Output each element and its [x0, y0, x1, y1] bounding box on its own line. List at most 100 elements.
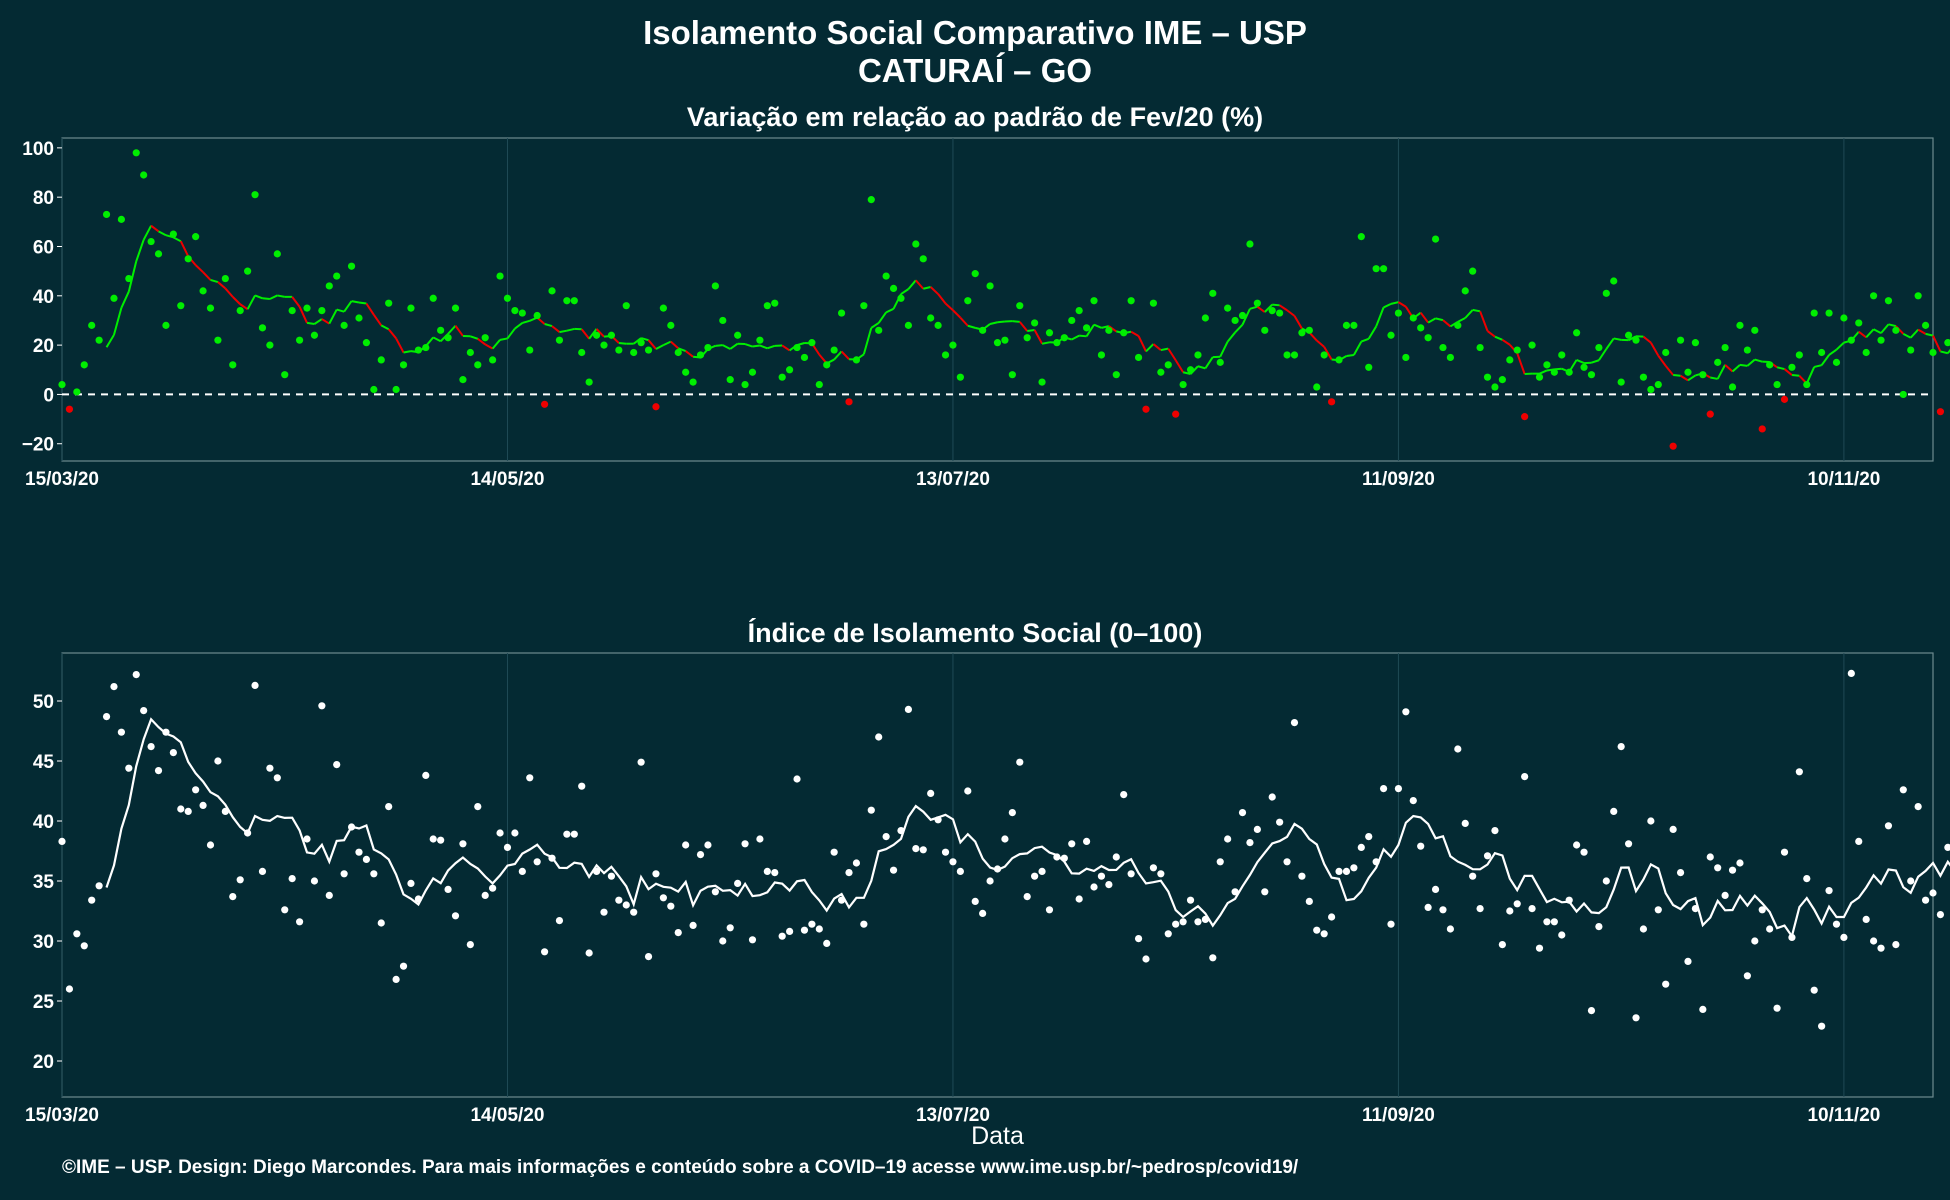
top-data-point [102, 210, 111, 219]
bottom-data-point [1647, 817, 1655, 825]
top-data-point [971, 270, 979, 278]
top-data-point [1780, 395, 1789, 403]
bottom-data-point [1164, 930, 1172, 938]
top-data-point [347, 262, 356, 270]
bottom-data-point [1454, 745, 1462, 753]
bottom-data-point [1877, 944, 1885, 952]
moving-average-segment [937, 293, 947, 305]
bottom-data-point [1944, 843, 1950, 851]
bottom-data-point [1298, 872, 1306, 880]
bottom-data-point [1439, 906, 1447, 914]
moving-average-segment [1264, 303, 1273, 313]
bottom-data-point [719, 937, 727, 945]
top-data-point [1535, 373, 1544, 381]
top-data-point [58, 380, 66, 389]
moving-average-segment [470, 335, 479, 340]
moving-average-segment [885, 307, 894, 314]
bottom-data-point [362, 855, 371, 864]
top-data-point [340, 321, 348, 329]
bottom-data-point [555, 917, 564, 925]
top-data-point [303, 304, 311, 312]
bottom-data-point [117, 728, 125, 736]
top-data-point [852, 356, 861, 364]
top-data-point [1469, 267, 1477, 275]
top-data-point [244, 267, 252, 275]
top-data-point [637, 339, 645, 347]
bottom-data-point [1357, 843, 1365, 852]
bottom-data-point [1350, 864, 1358, 872]
bottom-data-point [1253, 825, 1261, 834]
top-data-point [1186, 366, 1195, 374]
moving-average-segment [1442, 319, 1452, 328]
moving-average-segment [1419, 312, 1429, 324]
top-data-point [407, 304, 415, 312]
bottom-data-point [466, 941, 474, 949]
bottom-data-point [1632, 1014, 1640, 1022]
moving-average-segment [1018, 321, 1028, 332]
top-data-point [1216, 358, 1224, 366]
top-data-point [1142, 405, 1150, 413]
top-data-point [1105, 326, 1113, 334]
bottom-data-point [1008, 809, 1016, 817]
top-data-point [763, 302, 771, 310]
bottom-data-point [481, 891, 489, 900]
bottom-data-point [1884, 822, 1893, 830]
bottom-data-point [1610, 807, 1618, 816]
top-data-point [682, 368, 690, 376]
moving-average-segment [929, 286, 939, 295]
top-data-point [414, 346, 422, 354]
top-data-point [1795, 351, 1803, 359]
bottom-data-point [771, 869, 779, 877]
bottom-data-point [659, 894, 667, 902]
bottom-data-point [1543, 918, 1551, 926]
bottom-data-point [1936, 911, 1945, 919]
moving-average-segment [1776, 366, 1785, 371]
bottom-data-point [748, 936, 757, 944]
bottom-x-tick-label: 11/09/20 [1362, 1105, 1435, 1126]
bottom-data-point [1483, 852, 1492, 860]
moving-average-segment [1130, 330, 1140, 337]
bottom-data-point [88, 896, 96, 904]
moving-average-segment [915, 279, 925, 290]
top-data-point [1283, 351, 1291, 359]
top-data-point [1728, 383, 1737, 391]
top-data-point [422, 343, 430, 352]
top-x-tick-label: 11/09/20 [1362, 469, 1435, 490]
bottom-data-point [503, 843, 512, 852]
top-x-tick-label: 13/07/20 [916, 469, 990, 490]
bottom-data-point [1870, 937, 1878, 945]
bottom-data-point [1001, 835, 1009, 843]
top-data-point [912, 240, 920, 248]
bottom-data-point [1201, 915, 1209, 924]
moving-average-segment [633, 337, 642, 345]
bottom-data-point [1127, 870, 1135, 878]
moving-average-segment [1813, 364, 1822, 368]
top-data-point [392, 385, 400, 394]
moving-average-segment [1472, 308, 1481, 313]
moving-average-segment [1479, 310, 1489, 332]
bottom-x-tick-label: 10/11/20 [1807, 1105, 1880, 1126]
bottom-data-point [607, 872, 616, 880]
moving-average-segment [1828, 348, 1838, 356]
top-data-point [986, 282, 994, 290]
top-data-point [711, 282, 719, 290]
moving-average-segment [1880, 323, 1890, 334]
moving-average-segment [387, 328, 397, 340]
bottom-data-point [993, 865, 1002, 873]
bottom-data-point [1082, 837, 1091, 846]
top-data-point [1127, 297, 1135, 305]
bottom-data-point [540, 948, 549, 956]
top-data-point [644, 346, 653, 354]
moving-average-segment [1279, 304, 1288, 312]
top-data-point [1253, 299, 1261, 307]
location-title: CATURAÍ – GO [857, 52, 1093, 89]
top-data-point [1558, 351, 1566, 359]
moving-average-segment [380, 324, 390, 331]
moving-average-segment [194, 264, 204, 273]
moving-average-segment [1152, 343, 1162, 351]
top-data-point [1498, 376, 1506, 384]
bottom-data-point [1209, 954, 1217, 962]
bottom-x-tick-label: 14/05/20 [470, 1105, 544, 1126]
bottom-data-point [1142, 955, 1150, 963]
